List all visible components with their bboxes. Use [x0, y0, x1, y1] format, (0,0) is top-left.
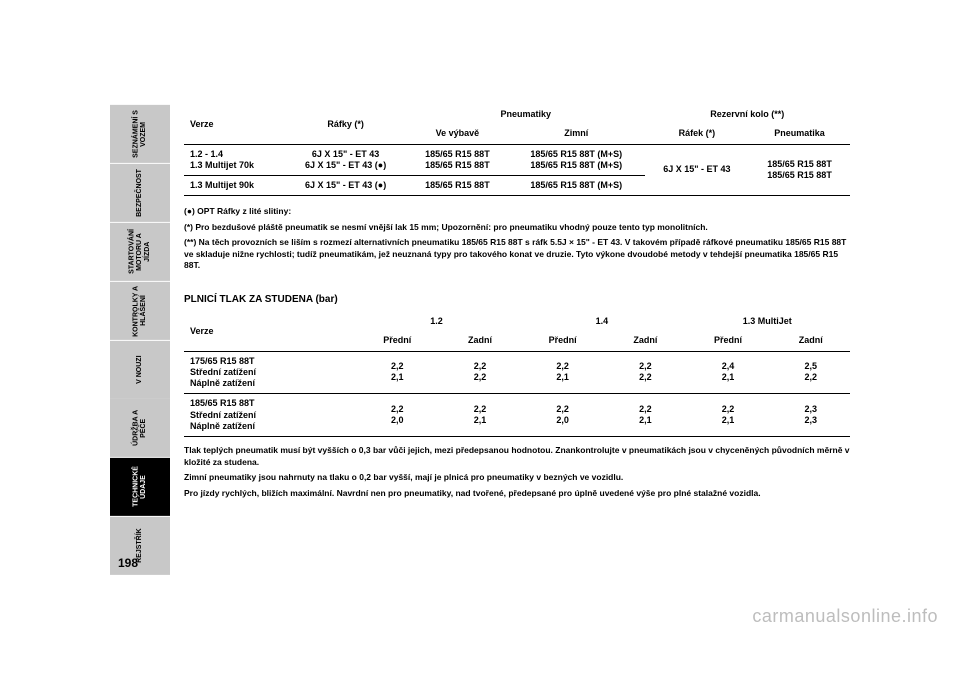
pth-f3: Přední — [685, 331, 772, 351]
pg0-c1: 2,22,2 — [441, 351, 519, 394]
r0-equip: 185/65 R15 88T 185/65 R15 88T — [407, 144, 508, 176]
th-spare-tyre: Pneumatika — [749, 124, 850, 144]
tab-1[interactable]: BEZPEČNOST — [110, 164, 170, 222]
r0-spare-rim: 6J X 15" - ET 43 — [645, 144, 749, 196]
note-2: (**) Na těch provozních se liším s rozme… — [184, 237, 850, 271]
th-spare: Rezervní kolo (**) — [645, 105, 850, 124]
pressure-title: PLNICÍ TLAK ZA STUDENA (bar) — [184, 294, 850, 307]
r1-version: 1.3 Multijet 90k — [184, 176, 284, 196]
pg0-c4: 2,42,1 — [685, 351, 772, 394]
pth-r1: Zadní — [441, 331, 519, 351]
pth-e3: 1.3 MultiJet — [685, 312, 850, 331]
r0-spare-tyre: 185/65 R15 88T 185/65 R15 88T — [749, 144, 850, 196]
note-1: (*) Pro bezdušové pláště pneumatik se ne… — [184, 222, 850, 233]
r0-rims: 6J X 15" - ET 43 6J X 15" - ET 43 (●) — [284, 144, 407, 176]
th-version: Verze — [184, 105, 284, 144]
th-equipped: Ve výbavě — [407, 124, 508, 144]
r0-version: 1.2 - 1.4 1.3 Multijet 70k — [184, 144, 284, 176]
r0-winter: 185/65 R15 88T (M+S) 185/65 R15 88T (M+S… — [508, 144, 645, 176]
tab-3[interactable]: KONTROLKY A HLÁŠENÍ — [110, 282, 170, 340]
tab-5[interactable]: ÚDRŽBA A PÉČE — [110, 399, 170, 457]
pth-version: Verze — [184, 312, 354, 351]
tab-0[interactable]: SEZNÁMENÍ S VOZEM — [110, 105, 170, 163]
pg0-c0: 2,22,1 — [354, 351, 441, 394]
pg1-c1: 2,22,1 — [441, 394, 519, 437]
tab-6[interactable]: TECHNICKÉ ÚDAJE — [110, 458, 170, 516]
pth-f1: Přední — [354, 331, 441, 351]
pg0-c3: 2,22,2 — [606, 351, 684, 394]
pth-e1: 1.2 — [354, 312, 519, 331]
rims-table: Verze Ráfky (*) Pneumatiky Rezervní kolo… — [184, 105, 850, 196]
tab-4[interactable]: V NOUZI — [110, 341, 170, 399]
th-winter: Zimní — [508, 124, 645, 144]
pg1-c0: 2,22,0 — [354, 394, 441, 437]
pnote-2: Pro jízdy rychlých, bližích maximální. N… — [184, 488, 850, 499]
pg1-c5: 2,32,3 — [772, 394, 850, 437]
watermark: carmanualsonline.info — [752, 606, 938, 627]
pg1-c4: 2,22,1 — [685, 394, 772, 437]
pressure-table: Verze 1.2 1.4 1.3 MultiJet Přední Zadní … — [184, 312, 850, 437]
note-0: (●) OPT Ráfky z lité slitiny: — [184, 206, 850, 217]
page: SEZNÁMENÍ S VOZEM BEZPEČNOST STARTOVÁNÍ … — [110, 105, 850, 575]
pg1-tyre: 185/65 R15 88T Střední zatížení Náplně z… — [184, 394, 354, 437]
th-tyres: Pneumatiky — [407, 105, 645, 124]
pnote-0: Tlak teplých pneumatik musí být vyšších … — [184, 445, 850, 468]
rims-notes: (●) OPT Ráfky z lité slitiny: (*) Pro be… — [184, 206, 850, 271]
r1-equip: 185/65 R15 88T — [407, 176, 508, 196]
pth-f2: Přední — [519, 331, 606, 351]
pth-e2: 1.4 — [519, 312, 684, 331]
tab-2[interactable]: STARTOVÁNÍ MOTORU A JÍZDA — [110, 223, 170, 281]
th-rims: Ráfky (*) — [284, 105, 407, 144]
page-number: 198 — [118, 556, 138, 570]
pressure-notes: Tlak teplých pneumatik musí být vyšších … — [184, 445, 850, 499]
r1-rims: 6J X 15" - ET 43 (●) — [284, 176, 407, 196]
side-tabs: SEZNÁMENÍ S VOZEM BEZPEČNOST STARTOVÁNÍ … — [110, 105, 170, 575]
pg0-c5: 2,52,2 — [772, 351, 850, 394]
pg0-tyre: 175/65 R15 88T Střední zatížení Náplně z… — [184, 351, 354, 394]
pg1-c2: 2,22,0 — [519, 394, 606, 437]
pg0-c2: 2,22,1 — [519, 351, 606, 394]
pnote-1: Zimní pneumatiky jsou nahrnuty na tlaku … — [184, 472, 850, 483]
content: Verze Ráfky (*) Pneumatiky Rezervní kolo… — [170, 105, 850, 575]
pth-r2: Zadní — [606, 331, 684, 351]
r1-winter: 185/65 R15 88T (M+S) — [508, 176, 645, 196]
pth-r3: Zadní — [772, 331, 850, 351]
pg1-c3: 2,22,1 — [606, 394, 684, 437]
th-spare-rim: Ráfek (*) — [645, 124, 749, 144]
